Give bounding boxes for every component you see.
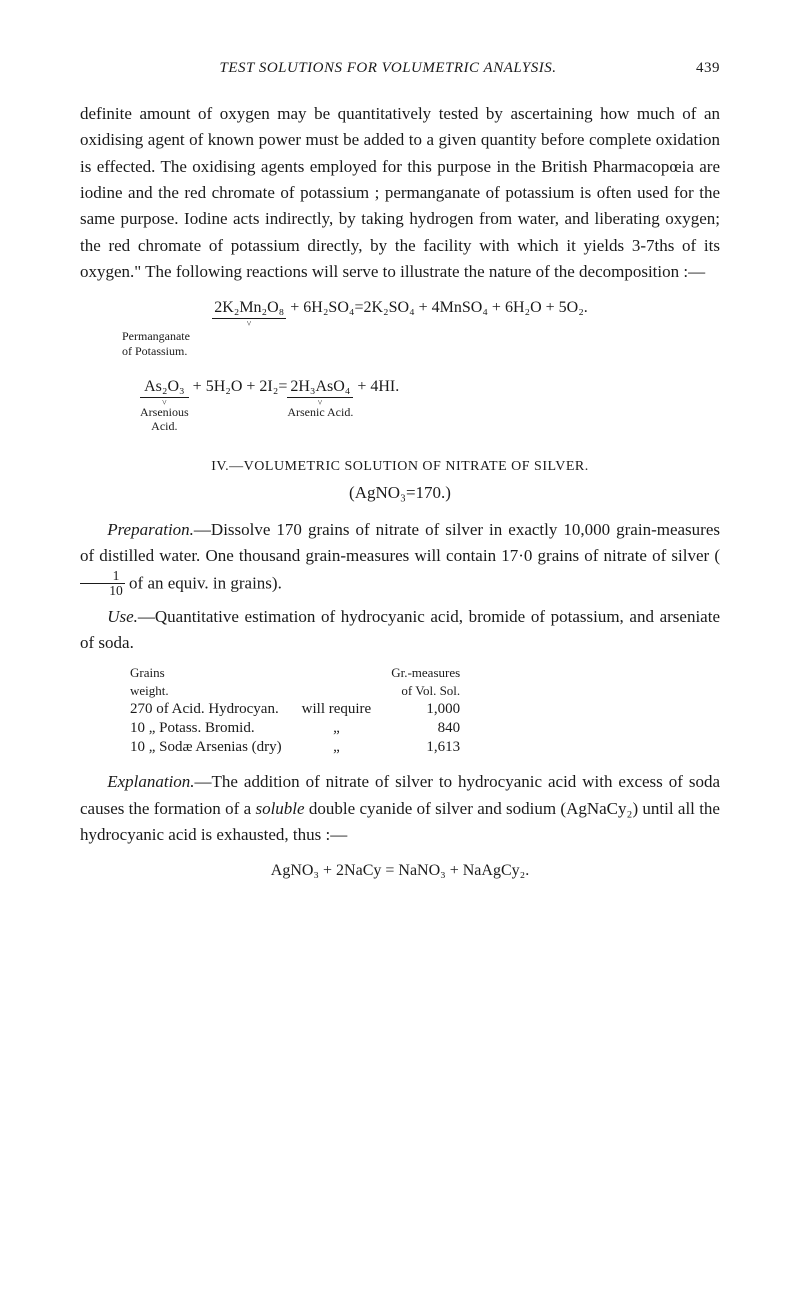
use-label: Use. (107, 607, 138, 626)
table-col3-hdr1: Gr.-measures (381, 664, 470, 682)
running-head: TEST SOLUTIONS FOR VOLUMETRIC ANALYSIS. … (80, 60, 720, 77)
table-header-row-1: Grains Gr.-measures (120, 664, 470, 682)
table-row: 270 of Acid. Hydrocyan. will require 1,0… (120, 700, 470, 719)
table-cell: 840 (381, 719, 470, 738)
equation-2-rhs-label: Arsenic Acid. (287, 406, 353, 419)
equation-1: 2K₂Mn₂O₈ ^ + 6H₂SO₄=2K₂SO₄ + 4MnSO₄ + 6H… (80, 299, 720, 325)
explanation-paragraph: Explanation.—The addition of nitrate of … (80, 769, 720, 848)
table-cell: 1,000 (381, 700, 470, 719)
section-4-formula: (AgNO₃=170.) (80, 483, 720, 503)
table-cell: 10 „ Sodæ Arsenias (dry) (120, 738, 292, 757)
use-text: —Quantitative estimation of hydrocyanic … (80, 607, 720, 652)
table-row: 10 „ Potass. Bromid. „ 840 (120, 719, 470, 738)
page-number: 439 (696, 60, 720, 77)
explanation-italic: soluble (255, 799, 304, 818)
explanation-label: Explanation. (107, 772, 194, 791)
table-row: 10 „ Sodæ Arsenias (dry) „ 1,613 (120, 738, 470, 757)
table-cell: 10 „ Potass. Bromid. (120, 719, 292, 738)
equation-2: As₂O₃ ^ Arsenious Acid. + 5H₂O + 2I₂= 2H… (140, 378, 720, 432)
fraction-one-tenth: 110 (80, 569, 125, 597)
table-cell: „ (292, 719, 382, 738)
page: TEST SOLUTIONS FOR VOLUMETRIC ANALYSIS. … (0, 0, 800, 1300)
table-col1-hdr1: Grains (120, 664, 292, 682)
equation-2-rhs-brace: 2H₃AsO₄ ^ Arsenic Acid. (287, 378, 353, 419)
equation-1-rest: + 6H₂SO₄=2K₂SO₄ + 4MnSO₄ + 6H₂O + 5O₂. (286, 299, 588, 316)
table-cell: 1,613 (381, 738, 470, 757)
equation-2-lhs-label: Arsenious Acid. (140, 406, 189, 432)
table-cell: „ (292, 738, 382, 757)
equation-2-lhs-brace: As₂O₃ ^ Arsenious Acid. (140, 378, 189, 432)
body-paragraph-1: definite amount of oxygen may be quantit… (80, 101, 720, 285)
preparation-paragraph: Preparation.—Dissolve 170 grains of nitr… (80, 517, 720, 598)
table-cell: 270 of Acid. Hydrocyan. (120, 700, 292, 719)
final-equation: AgNO₃ + 2NaCy = NaNO₃ + NaAgCy₂. (80, 862, 720, 880)
section-4-heading: IV.—VOLUMETRIC SOLUTION OF NITRATE OF SI… (80, 459, 720, 475)
equation-2-mid: + 5H₂O + 2I₂= (189, 378, 288, 395)
preparation-label: Preparation. (107, 520, 194, 539)
grains-table: Grains Gr.-measures weight. of Vol. Sol.… (120, 664, 720, 757)
table-cell: will require (292, 700, 382, 719)
equation-1-lhs-label: Permanganate of Potassium. (122, 329, 190, 359)
running-head-title: TEST SOLUTIONS FOR VOLUMETRIC ANALYSIS. (220, 60, 557, 76)
table-col3-hdr2: of Vol. Sol. (381, 682, 470, 700)
equation-2-tail: + 4HI. (353, 378, 399, 395)
preparation-tail: of an equiv. in grains). (125, 574, 282, 593)
equation-1-lhs-brace: 2K₂Mn₂O₈ ^ (212, 299, 286, 325)
table-col1-hdr2: weight. (120, 682, 292, 700)
use-paragraph: Use.—Quantitative estimation of hydrocya… (80, 604, 720, 657)
equation-1-label-row: Permanganate of Potassium. (122, 329, 720, 360)
table-header-row-2: weight. of Vol. Sol. (120, 682, 470, 700)
